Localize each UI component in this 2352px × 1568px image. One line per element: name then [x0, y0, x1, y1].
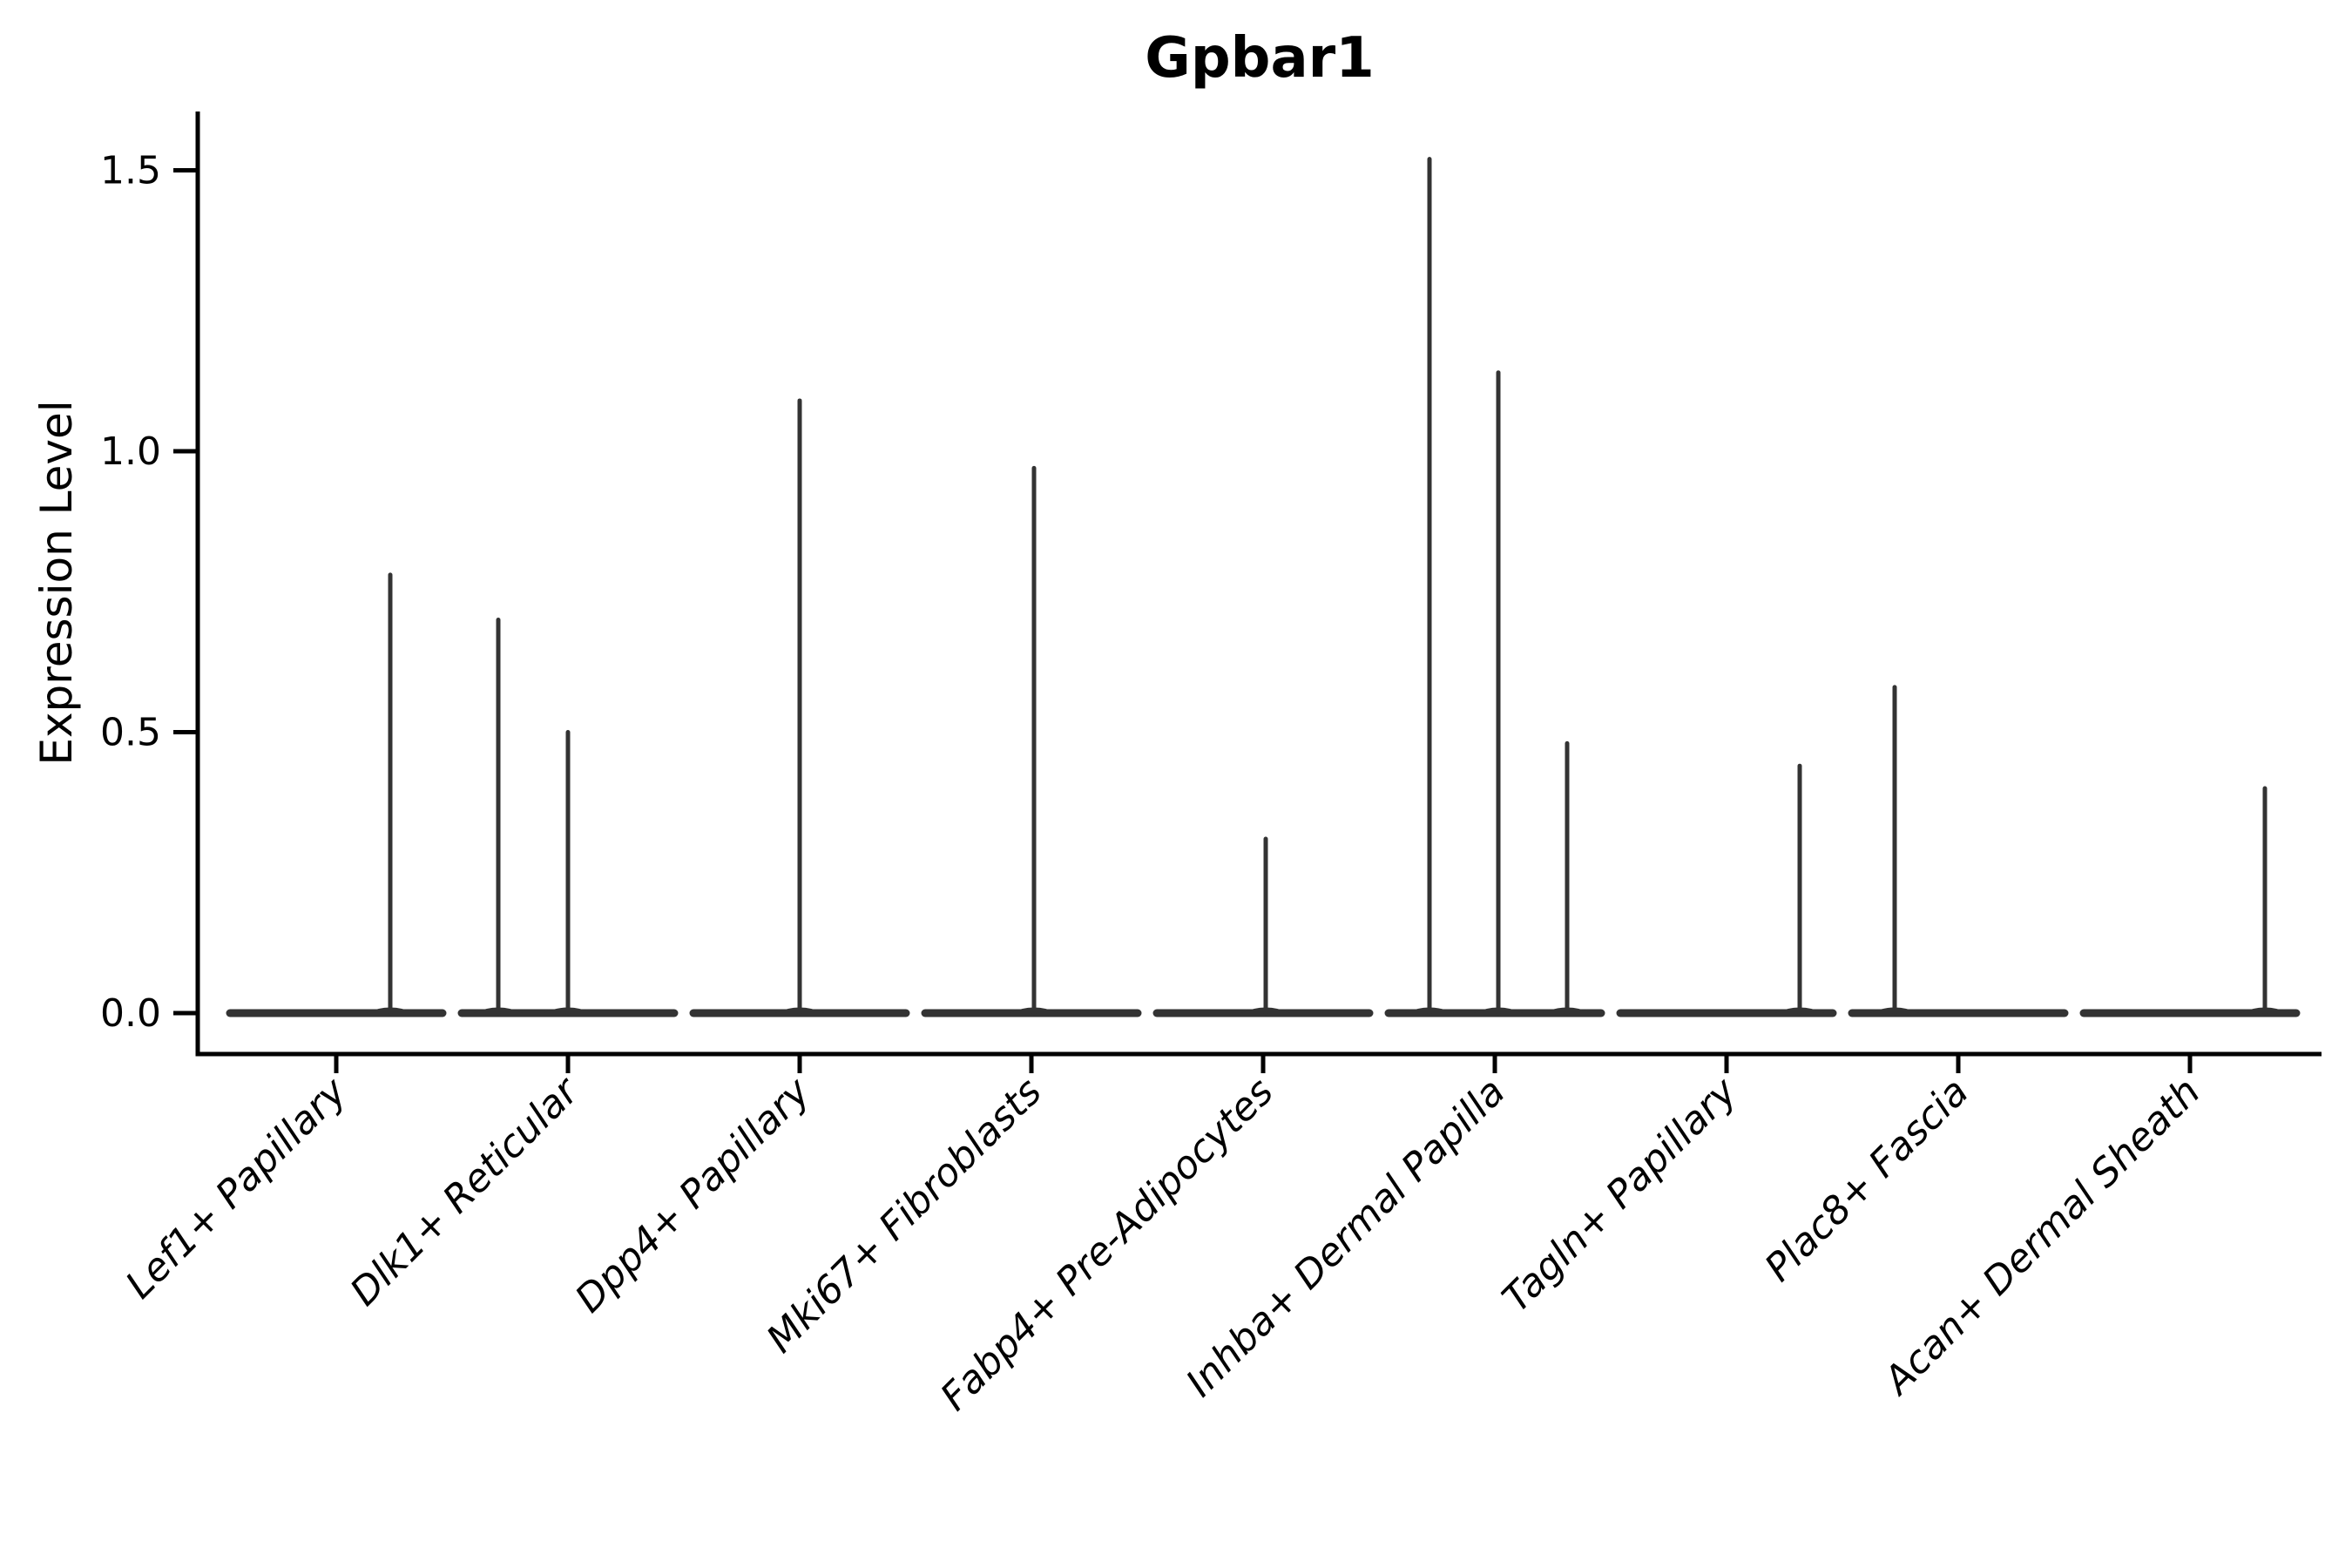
x-tick-label: Plac8+ Fascia — [1756, 1070, 1977, 1290]
y-axis-title: Expression Level — [31, 400, 82, 765]
y-tick-label: 1.5 — [100, 148, 161, 193]
x-tick-label: Lef1+ Papillary — [118, 1069, 356, 1308]
x-tick-label: Tagln+ Papillary — [1494, 1069, 1746, 1321]
chart-title: Gpbar1 — [1145, 26, 1374, 91]
x-tick-label: Dlk1+ Reticular — [341, 1068, 588, 1315]
x-tick-label: Dpp4+ Papillary — [567, 1069, 820, 1321]
y-tick-label: 1.0 — [100, 429, 161, 474]
y-tick-label: 0.5 — [100, 710, 161, 754]
y-tick-label: 0.0 — [100, 991, 161, 1036]
